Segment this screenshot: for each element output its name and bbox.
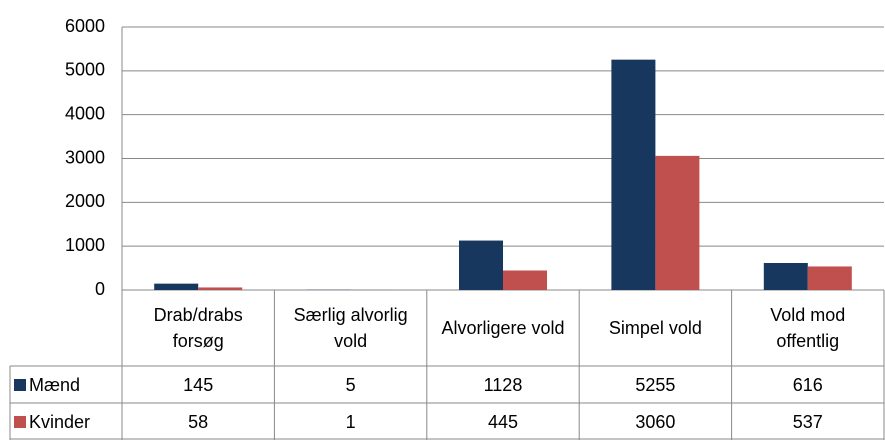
y-tick-label: 6000	[65, 16, 105, 36]
legend-entry: Kvinder	[10, 403, 122, 440]
bar	[611, 59, 656, 290]
x-tick-label: Vold mod offentlig	[770, 305, 846, 351]
data-label: 145	[183, 374, 214, 395]
legend-label: Kvinder	[29, 411, 91, 432]
bar	[459, 240, 503, 290]
y-tick-label: 2000	[65, 191, 105, 211]
legend-label: Mænd	[29, 374, 81, 395]
data-label: 5	[345, 374, 356, 395]
x-tick-label: Simpel vold	[608, 318, 702, 338]
bar	[655, 155, 700, 290]
x-tick-label: Alvorligere vold	[441, 318, 565, 338]
bar	[807, 266, 852, 290]
y-tick-label: 4000	[65, 103, 105, 123]
y-tick-label: 5000	[65, 60, 105, 80]
bar	[503, 270, 547, 290]
data-label: 3060	[635, 411, 676, 432]
legend-key	[14, 415, 26, 428]
y-tick-label: 0	[95, 279, 105, 299]
data-label: 537	[792, 411, 823, 432]
data-label: 1	[345, 411, 356, 432]
y-tick-label: 1000	[65, 235, 105, 255]
y-tick-label: 3000	[65, 147, 105, 167]
x-tick-label: Drab/drabs forsøg	[153, 305, 243, 351]
legend-entry: Mænd	[10, 366, 122, 403]
data-label: 58	[188, 411, 209, 432]
data-label: 5255	[635, 374, 676, 395]
legend-key	[14, 378, 26, 391]
data-label: 1128	[483, 374, 523, 395]
data-label: 616	[792, 374, 823, 395]
bar	[198, 287, 243, 290]
bar	[154, 283, 199, 290]
x-tick-label: Særlig alvorlig vold	[293, 305, 408, 351]
bar	[763, 262, 808, 290]
data-label: 445	[487, 411, 519, 432]
